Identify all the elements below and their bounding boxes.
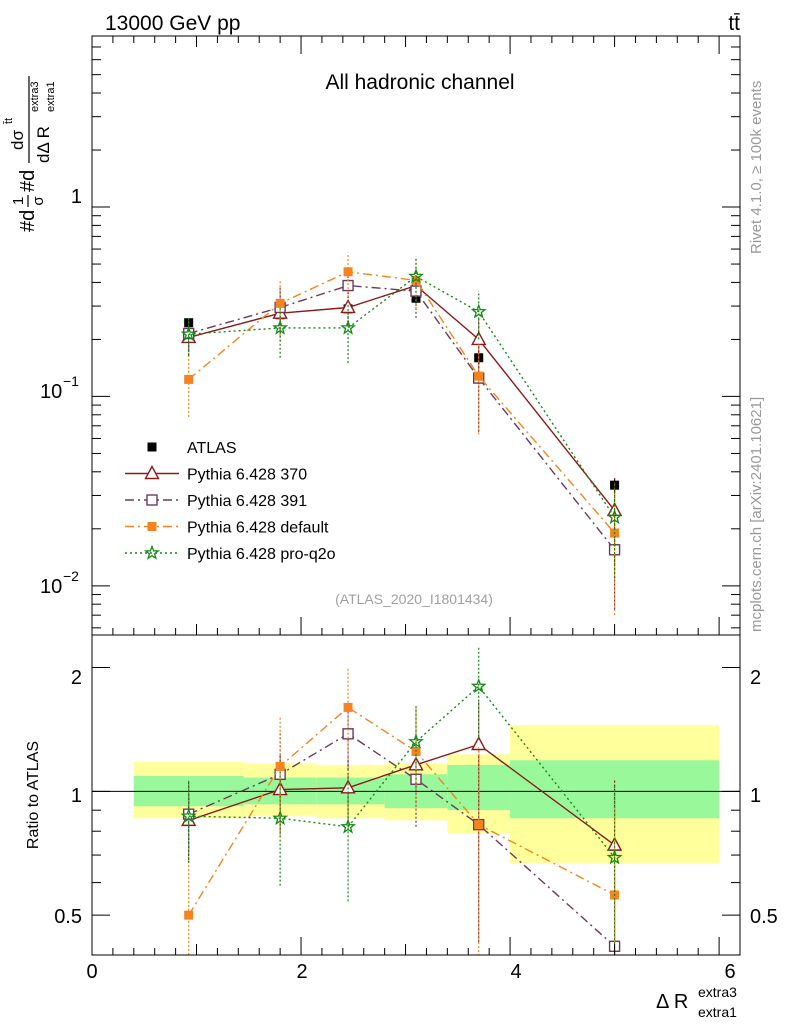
xtick-label-0: 0: [86, 961, 97, 983]
legend-marker-p391: [146, 494, 158, 506]
legend-entry-pdef: Pythia 6.428 default: [125, 520, 329, 537]
ratio-pq2o-point-5: [606, 849, 623, 865]
main-pq2o-point-5: [606, 508, 623, 525]
ratio-uncertainty-bands: [133, 724, 720, 863]
ratio-p370-point-4: [471, 736, 487, 751]
main-ylabel: #d 1 σ #d dσ t̄t dΔ R extra3 extra1: [3, 76, 57, 232]
legend: ATLAS Pythia 6.428 370 Pythia 6.428 391 Pyt…: [125, 440, 336, 563]
legend-label-p370: Pythia 6.428 370: [187, 467, 307, 484]
ytick-label-0.1: 10 −1: [40, 373, 79, 403]
main-pdef-point-4: [474, 371, 484, 381]
ratio-pdef-line: [188, 706, 615, 916]
main-series-pq2o: [180, 257, 623, 578]
legend-label-atlas: ATLAS: [187, 440, 237, 457]
ratio-series-layer: [180, 646, 623, 955]
ratio-pdef-point-1: [275, 761, 285, 771]
main-pq2o-point-1: [272, 319, 289, 335]
process-label: tt̄: [728, 12, 740, 35]
legend-marker-pdef: [147, 522, 157, 531]
legend-marker-atlas: [147, 442, 157, 452]
svg-text:extra1: extra1: [45, 81, 57, 112]
svg-text:dσ: dσ: [8, 130, 27, 150]
ratio-pq2o-point-0: [180, 807, 197, 823]
ratio-pdef-point-4: [474, 820, 484, 830]
ratio-ytick-label-0.5-right: 0.5: [750, 906, 778, 928]
main-p391-line: [188, 284, 616, 551]
ratio-pq2o-point-2: [340, 818, 357, 834]
ratio-pq2o-point-3: [408, 733, 424, 749]
svg-text:σ: σ: [30, 196, 47, 206]
main-pq2o-point-4: [470, 303, 487, 319]
svg-text:extra1: extra1: [698, 1004, 737, 1020]
rivet-version-label: Rivet 4.1.0, ≥ 100k events: [748, 81, 765, 254]
main-pdef-point-0: [184, 374, 194, 384]
ratio-ytick-label-0.5: 0.5: [54, 906, 82, 928]
axis-ticks: [91, 35, 741, 956]
ratio-pq2o-point-4: [470, 678, 487, 694]
ratio-pq2o-line: [188, 685, 616, 859]
legend-entry-pq2o: Pythia 6.428 pro-q2o: [125, 544, 336, 563]
ratio-pdef-point-2: [343, 702, 353, 712]
ratio-series-pq2o: [180, 646, 623, 955]
xtick-label-4: 4: [510, 961, 521, 983]
main-pdef-point-1: [275, 298, 285, 308]
chart-title: All hadronic channel: [325, 71, 514, 94]
ratio-ytick-label-1-right: 1: [750, 785, 761, 807]
ratio-ytick-label-1: 1: [71, 785, 82, 807]
ytick-label-1: 1: [71, 186, 82, 208]
svg-text:extra3: extra3: [29, 81, 41, 112]
legend-label-pq2o: Pythia 6.428 pro-q2o: [187, 546, 336, 563]
main-pq2o-point-2: [340, 319, 357, 335]
svg-text:extra3: extra3: [698, 984, 737, 1000]
ratio-ytick-label-2-right: 2: [750, 667, 761, 689]
xlabel: Δ R extra3 extra1: [656, 984, 737, 1020]
analysis-watermark: (ATLAS_2020_I1801434): [335, 591, 493, 607]
ytick-label-0.01: 10 −2: [40, 568, 79, 598]
main-series-atlas: [184, 292, 620, 493]
ratio-ytick-label-2: 2: [71, 667, 82, 689]
svg-text:#d: #d: [17, 170, 39, 192]
svg-text:1: 1: [10, 197, 27, 205]
svg-text:10: 10: [40, 576, 62, 598]
xtick-label-6: 6: [724, 961, 735, 983]
source-label: mcplots.cern.ch [arXiv:2401.10621]: [748, 397, 765, 632]
ratio-p391-line: [188, 732, 616, 947]
legend-entry-p370: Pythia 6.428 370: [125, 465, 307, 484]
svg-text:10: 10: [40, 381, 62, 403]
main-pdef-line: [188, 271, 616, 534]
main-series-layer: [180, 252, 623, 616]
ratio-pdef-point-0: [184, 910, 194, 920]
main-p391-point-2: [342, 279, 354, 292]
svg-text:Δ R: Δ R: [656, 991, 688, 1013]
main-pq2o-line: [188, 275, 616, 518]
legend-entry-p391: Pythia 6.428 391: [125, 493, 307, 510]
ratio-ylabel: Ratio to ATLAS: [25, 741, 42, 849]
main-pq2o-point-3: [408, 268, 424, 284]
legend-label-p391: Pythia 6.428 391: [187, 493, 307, 510]
svg-text:#d: #d: [17, 210, 39, 232]
ratio-plot-frame: [91, 634, 741, 956]
main-pdef-point-2: [343, 267, 353, 277]
xtick-label-2: 2: [296, 961, 307, 983]
legend-marker-p370: [144, 465, 160, 480]
legend-marker-pq2o: [144, 544, 160, 560]
ratio-pq2o-point-1: [272, 809, 289, 826]
legend-entry-atlas: ATLAS: [147, 440, 237, 457]
ratio-p370-line: [188, 743, 616, 846]
svg-text:−1: −1: [63, 373, 79, 389]
main-pq2o-point-0: [180, 325, 197, 342]
main-atlas-point-3: [411, 293, 421, 303]
energy-label: 13000 GeV pp: [105, 12, 240, 35]
svg-text:−2: −2: [63, 568, 79, 584]
main-p370-line: [188, 284, 616, 511]
svg-text:t̄t: t̄t: [3, 118, 15, 125]
legend-label-pdef: Pythia 6.428 default: [187, 520, 329, 537]
svg-text:dΔ R: dΔ R: [34, 126, 53, 163]
